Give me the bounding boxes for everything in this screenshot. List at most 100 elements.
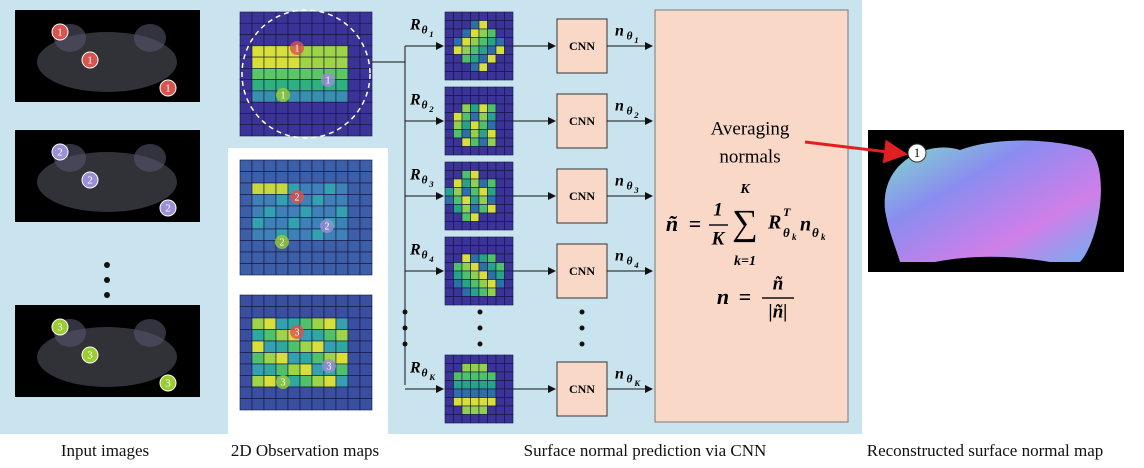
observation-cell [323,159,337,172]
observation-cell [311,352,325,365]
observation-cell [263,90,277,103]
observation-circle [241,9,371,139]
rotated-cell [487,388,497,398]
rotated-cell [495,161,505,171]
rotated-cell [461,354,471,364]
observation-cell [251,329,265,342]
observation-cell [239,329,253,342]
observation-cell [359,56,373,69]
observation-cell [239,101,253,114]
rotated-cell [461,195,471,205]
observation-cell [335,363,349,376]
observation-cell [335,101,349,114]
rotated-cell [495,363,505,373]
rotated-cell [444,212,454,222]
observation-cell [299,240,313,253]
rotated-cell [487,363,497,373]
rotated-cell [470,397,480,407]
rotated-cell [444,363,454,373]
rotated-cell [478,354,488,364]
observation-cell [239,251,253,264]
observation-cell [251,171,265,184]
rotated-cell [453,262,463,272]
rotated-cell [461,146,471,156]
light-marker [159,79,177,97]
observation-cell [275,159,289,172]
map-marker [290,190,304,204]
rotated-cell [478,45,488,55]
rotated-cell [504,187,514,197]
formula: ∑ [732,202,758,242]
observation-cell [335,182,349,195]
rotated-cell [453,212,463,222]
formula: k [821,232,826,242]
output-label: 2 [633,110,639,120]
observation-cell [263,45,277,58]
rotated-cell [478,388,488,398]
rotated-cell [453,296,463,306]
observation-cell [335,171,349,184]
rotated-cell [495,270,505,280]
observation-cell [287,340,301,353]
observation-cell [287,22,301,35]
rotated-cell [487,146,497,156]
observation-cell [263,398,277,411]
formula: n [717,284,729,309]
rotated-cell [495,137,505,147]
observation-cell [275,171,289,184]
rotated-cell [453,204,463,214]
rotated-cell [487,187,497,197]
rotated-cell [453,161,463,171]
rotated-cell [444,253,454,263]
rotated-cell [444,170,454,180]
observation-cell [251,68,265,80]
rotated-cell [444,397,454,407]
ellipsis-dot [579,309,585,315]
rotated-cell [470,253,480,263]
rotated-cell [461,129,471,139]
rotated-cell [504,129,514,139]
rotation-label: R [409,167,421,184]
rotated-cell [487,20,497,30]
observation-cell [275,22,289,35]
rotated-cell [504,296,514,306]
rotation-label: θ [422,368,428,380]
observation-cell [263,22,277,35]
rotated-cell [470,287,480,297]
observation-cell [335,56,349,69]
rotated-cell [444,71,454,81]
observation-cell [311,171,325,184]
observation-cell [287,79,301,92]
formula: = [739,284,752,309]
rotated-cell [495,405,505,415]
observation-cell [239,217,253,230]
observation-cell [347,240,361,253]
rotated-cell [478,103,488,113]
map-marker-label: 1 [326,75,331,86]
red-arrow [804,139,908,164]
rotated-cell [470,103,480,113]
observation-cell [311,56,325,69]
observation-cell [335,329,349,342]
rotated-cell [487,103,497,113]
rotated-cell [495,414,505,424]
rotated-cell [495,371,505,381]
observation-cell [359,329,373,342]
observation-cell [251,45,265,58]
ellipsis-dot [402,341,408,347]
rotated-cell [444,388,454,398]
cnn-label: CNN [569,114,595,128]
rotated-cell [487,28,497,38]
observation-cell [299,124,313,137]
marker-label: 1 [87,55,93,67]
observation-cell [359,317,373,330]
observation-cell [347,352,361,365]
observation-cell [251,251,265,264]
observation-cell [347,217,361,230]
rotated-cell [478,414,488,424]
rotated-cell [470,245,480,255]
map-marker-label: 1 [281,90,286,101]
rotated-cell [495,86,505,96]
observation-cell [299,171,313,184]
rotated-cell [453,195,463,205]
